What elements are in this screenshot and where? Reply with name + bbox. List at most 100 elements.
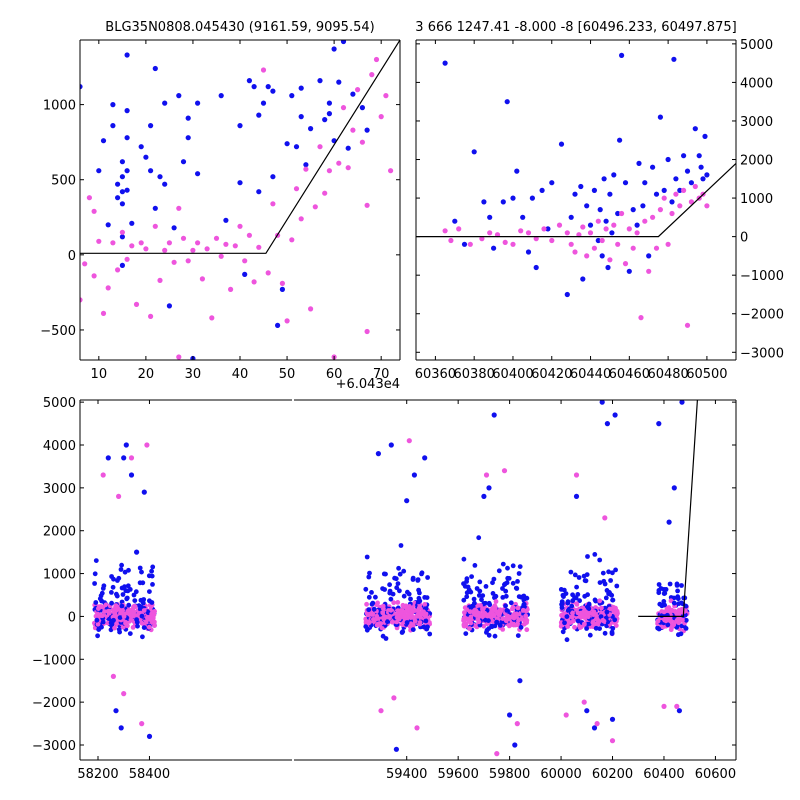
background-point — [480, 614, 485, 620]
background-point — [500, 616, 506, 621]
background-point — [401, 568, 407, 574]
top-left-title: BLG35N0808.045430 (9161.59, 9095.54) — [105, 20, 374, 35]
background-point — [558, 587, 564, 592]
y-tick-label: 1000 — [43, 99, 76, 114]
pink-data-point — [615, 241, 621, 247]
blue-data-point — [146, 733, 153, 740]
background-point — [602, 630, 608, 636]
pink-data-point — [242, 258, 248, 264]
background-point — [366, 594, 372, 600]
background-point — [128, 617, 134, 623]
blue-data-point — [119, 189, 125, 195]
background-point — [117, 615, 123, 620]
background-point — [572, 624, 577, 630]
blue-data-point — [110, 102, 116, 108]
blue-data-point — [599, 253, 605, 259]
blue-data-point — [657, 114, 664, 120]
background-point — [109, 590, 114, 595]
background-point — [507, 615, 513, 621]
pink-data-point — [124, 256, 130, 262]
pink-data-point — [260, 67, 267, 73]
background-point — [149, 600, 155, 605]
background-point — [466, 587, 472, 593]
background-point — [376, 621, 382, 626]
background-point — [410, 577, 416, 582]
background-point — [516, 594, 522, 599]
blue-data-point — [692, 126, 698, 132]
background-point — [146, 573, 152, 579]
background-point — [134, 619, 140, 625]
background-point — [109, 600, 114, 606]
background-point — [516, 571, 522, 576]
pink-data-point — [638, 315, 644, 321]
pink-data-point — [157, 277, 163, 283]
pink-data-point — [626, 226, 632, 232]
background-point — [655, 625, 660, 631]
background-point — [575, 618, 581, 624]
background-point — [98, 613, 104, 618]
background-point — [93, 558, 99, 563]
blue-data-point — [704, 172, 710, 178]
background-point — [523, 613, 529, 619]
pink-data-point — [479, 236, 485, 242]
background-point — [124, 595, 130, 601]
blue-data-point — [340, 40, 347, 45]
x-tick-label: 30 — [185, 367, 202, 382]
background-point — [520, 607, 526, 613]
blue-data-point — [486, 485, 492, 491]
background-point — [522, 621, 527, 627]
blue-data-point — [487, 214, 493, 220]
blue-data-point — [105, 222, 111, 228]
blue-data-point — [666, 519, 672, 525]
pink-data-point — [568, 241, 574, 247]
blue-data-point — [152, 65, 158, 72]
pink-data-point — [298, 216, 304, 222]
blue-data-point — [504, 99, 510, 105]
background-point — [614, 612, 620, 617]
x-tick-label: 60 — [326, 367, 343, 382]
background-point — [390, 591, 396, 597]
background-point — [506, 576, 512, 581]
background-point — [416, 599, 422, 605]
background-point — [405, 589, 410, 595]
background-point — [366, 574, 372, 580]
pink-data-point — [602, 515, 608, 521]
y-tick-label: 0 — [68, 249, 76, 264]
background-point — [381, 606, 386, 612]
background-point — [462, 610, 467, 615]
background-point — [497, 610, 503, 616]
blue-data-point — [289, 93, 295, 99]
blue-data-point — [326, 100, 332, 106]
background-point — [425, 575, 430, 580]
blue-data-point — [520, 214, 526, 220]
background-point — [486, 600, 492, 606]
background-point — [421, 609, 426, 615]
pink-data-point — [293, 186, 300, 192]
background-point — [480, 593, 486, 598]
blue-data-point — [533, 264, 539, 271]
background-point — [388, 596, 394, 602]
pink-data-point — [591, 245, 598, 251]
pink-data-point — [190, 247, 196, 253]
background-point — [364, 601, 369, 607]
background-point — [139, 569, 144, 575]
background-point — [395, 600, 401, 605]
y-tick-label: −2000 — [32, 696, 76, 711]
pink-data-point — [630, 245, 636, 251]
pink-data-point — [369, 72, 375, 78]
y-tick-label: 500 — [51, 174, 76, 189]
background-point — [127, 631, 133, 636]
background-point — [584, 610, 590, 616]
blue-data-point — [119, 201, 125, 207]
pink-data-point — [144, 442, 150, 448]
pink-data-point — [345, 165, 351, 171]
background-point — [472, 600, 477, 606]
pink-data-point — [246, 232, 252, 238]
blue-data-point — [587, 222, 594, 228]
background-point — [120, 624, 126, 630]
pink-data-point — [176, 354, 182, 360]
blue-data-point — [669, 199, 675, 205]
blue-data-point — [604, 421, 611, 427]
pink-data-point — [86, 195, 92, 201]
blue-data-point — [260, 100, 267, 106]
